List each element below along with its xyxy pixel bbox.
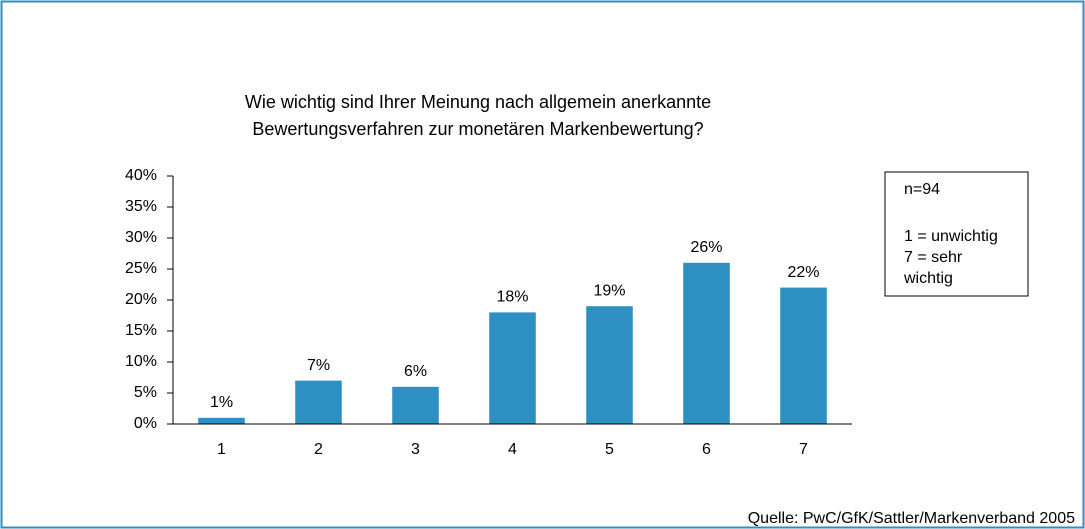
y-tick-label: 5% [134,384,157,401]
y-tick-label: 40% [125,167,157,184]
chart-title: Bewertungsverfahren zur monetären Marken… [252,119,703,139]
x-tick-label: 7 [799,441,808,458]
bar [392,386,439,424]
bar [780,287,827,424]
data-label: 1% [210,394,233,411]
note-box [884,171,1029,297]
data-label: 19% [593,282,625,299]
bar [489,312,536,424]
y-tick-label: 20% [125,291,157,308]
bar [683,262,730,424]
note: 7 = sehr [904,249,963,266]
data-label: 7% [307,357,330,374]
bar [198,417,245,424]
data-label: 6% [404,363,427,380]
bar [295,380,342,424]
x-tick-label: 6 [702,441,711,458]
note: n=94 [904,181,940,198]
y-tick-label: 35% [125,198,157,215]
x-tick-label: 1 [217,441,226,458]
note: wichtig [903,270,953,287]
y-tick-label: 0% [134,415,157,432]
note: 1 = unwichtig [904,228,998,245]
y-tick-label: 10% [125,353,157,370]
y-tick-label: 25% [125,260,157,277]
data-label: 18% [496,289,528,306]
data-label: 26% [690,239,722,256]
x-tick-label: 4 [508,441,517,458]
y-tick-label: 15% [125,322,157,339]
y-tick-label: 30% [125,229,157,246]
x-tick-label: 5 [605,441,614,458]
chart-title: Wie wichtig sind Ihrer Meinung nach allg… [245,92,711,112]
x-tick-label: 3 [411,441,420,458]
bar [586,306,633,424]
data-label: 22% [787,264,819,281]
x-tick-label: 2 [314,441,323,458]
source: Quelle: PwC/GfK/Sattler/Markenverband 20… [748,510,1075,527]
